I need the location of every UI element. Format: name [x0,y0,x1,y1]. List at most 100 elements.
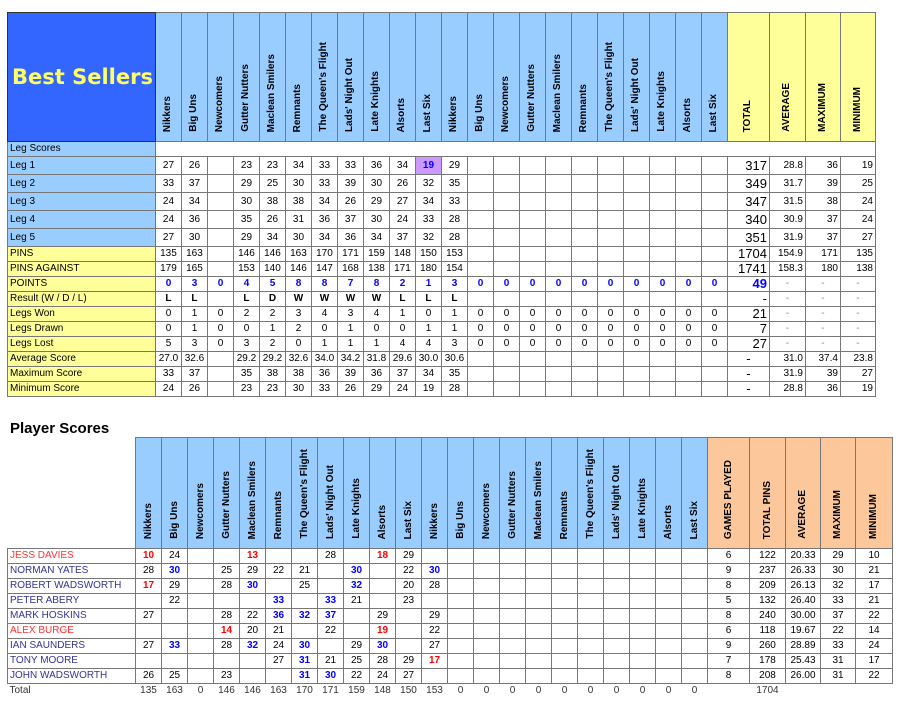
score-cell: 171 [388,261,416,277]
score-cell [622,156,650,175]
score-cell: 0 [518,306,546,322]
score-cell [700,174,728,193]
team-column-header: Last Six [681,437,708,549]
score-cell [492,366,520,382]
score-cell [187,623,214,639]
score-cell: 163 [284,246,312,262]
team-column-header: Alsorts [655,437,682,549]
score-cell: 1 [414,276,442,292]
score-cell: 1 [258,321,286,337]
score-cell: 1 [336,321,364,337]
score-cell [447,563,474,579]
score-cell: 168 [336,261,364,277]
score-cell [447,593,474,609]
summary-cell: 14 [855,623,893,639]
score-cell: 28 [213,578,240,594]
score-cell: 0 [622,306,650,322]
blank-cell [154,141,876,157]
summary-cell: 31.9 [768,366,806,382]
total-summary-cell: 1704 [756,685,779,696]
score-cell: 170 [310,246,338,262]
total-cell: 0 [483,685,490,696]
summary-cell: 118 [749,623,786,639]
score-cell [544,228,572,247]
total-cell: 0 [561,685,568,696]
team-name: The Queen's Flight [298,449,310,539]
summary-cell: 28.8 [768,381,806,397]
score-cell: 0 [518,336,546,352]
team-column-header: Alsorts [369,437,396,549]
score-cell: 23 [232,381,260,397]
header-row: Nikkers Big Uns Newcomers Gutter Nutters Mac… [8,437,893,549]
player-name: PETER ABERY [7,593,136,609]
score-cell [466,246,494,262]
score-cell [466,291,494,307]
team-column-header: Late Knights [362,12,390,142]
score-cell: 14 [213,623,240,639]
score-cell: 13 [239,548,266,564]
score-cell [596,366,624,382]
score-cell: 36 [362,366,390,382]
score-cell: 36 [310,210,338,229]
score-cell [291,548,318,564]
score-cell [603,593,630,609]
summary-cell: 27 [839,228,876,247]
row-label: Legs Lost [7,336,156,352]
summary-cell: 25 [839,174,876,193]
score-cell [187,608,214,624]
total-cell: 0 [665,685,672,696]
score-cell: 24 [265,638,292,654]
team-name: Alsorts [682,97,694,132]
score-cell [518,261,546,277]
score-cell [473,608,500,624]
score-cell [518,192,546,211]
team-name: Big Uns [474,94,486,132]
score-cell [648,210,676,229]
score-cell: 0 [492,321,520,337]
row-label: Minimum Score [7,381,156,397]
score-cell [570,228,598,247]
summary-column-header: TOTAL [726,12,770,142]
stat-row: Legs Lost 5 3 0 3 2 0 1 1 1 4 4 3 0 0 0 0 0 0 0 0 0 0 27- - - [7,336,876,352]
score-cell: 38 [284,192,312,211]
score-cell [525,638,552,654]
score-cell [674,246,702,262]
score-cell [577,623,604,639]
score-cell: 0 [570,276,598,292]
summary-cell: 27 [839,366,876,382]
score-cell: 20 [395,578,422,594]
score-cell: 21 [291,563,318,579]
summary-cell: 138 [839,261,876,277]
team-column-header: Gutter Nutters [518,12,546,142]
score-cell [544,174,572,193]
score-cell: 29 [232,228,260,247]
total-cell: 0 [691,685,698,696]
total-cell: 171 [322,685,339,696]
score-cell: 26 [388,174,416,193]
score-cell [544,381,572,397]
team-name: Alsorts [662,504,674,539]
score-cell: 4 [232,276,260,292]
team-column-header: Lads' Night Out [603,437,630,549]
stat-row: POINTS 0 3 0 4 5 8 8 7 8 2 1 3 0 0 0 0 0 0 0 0 0 0 49- - - [7,276,876,292]
score-cell: 33 [336,156,364,175]
summary-cell: 351 [726,228,770,247]
score-cell: 0 [570,306,598,322]
score-cell: 37 [180,366,208,382]
score-cell: 2 [284,321,312,337]
score-cell: 0 [700,306,728,322]
player-row: ALEX BURGE 14 20 21 22 19 22 6 118 19.67 22 14 [7,623,893,639]
score-cell [700,210,728,229]
summary-header-label: MAXIMUM [832,490,843,539]
player-name: NORMAN YATES [7,563,136,579]
score-cell [492,261,520,277]
score-cell [206,291,234,307]
score-cell: 33 [161,638,188,654]
score-cell: 2 [232,306,260,322]
score-cell [291,623,318,639]
score-cell: 34 [414,192,442,211]
team-column-header: Newcomers [187,437,214,549]
score-cell [629,563,656,579]
score-cell [551,653,578,669]
score-cell: 33 [154,366,182,382]
